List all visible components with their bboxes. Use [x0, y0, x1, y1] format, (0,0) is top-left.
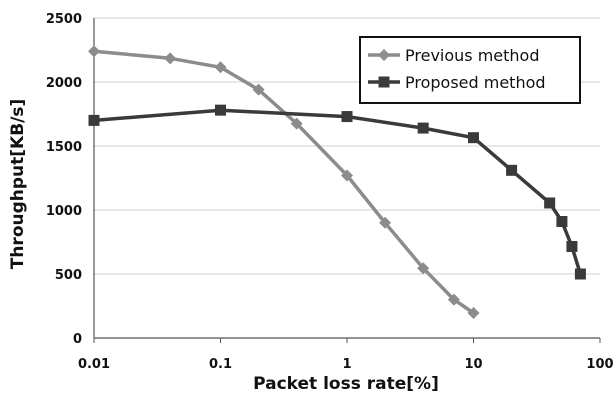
data-point	[417, 262, 430, 275]
legend-marker	[378, 49, 390, 61]
legend: Previous method Proposed method	[359, 36, 581, 104]
data-point	[447, 293, 460, 306]
legend-box	[359, 36, 581, 104]
x-tick-label: 100	[586, 357, 613, 372]
x-axis-label: Packet loss rate[%]	[253, 374, 439, 394]
y-axis-label: Throughput[KB/s]	[8, 99, 28, 270]
legend-label: Previous method	[405, 46, 540, 65]
y-tick-label: 2500	[46, 12, 82, 27]
y-tick-label: 1000	[46, 204, 82, 219]
y-tick-label: 2000	[46, 76, 82, 91]
legend-marker	[378, 76, 390, 88]
series-line	[93, 108, 583, 275]
x-tick-labels: 0.01 0.1 1 10 100	[78, 357, 614, 372]
y-tick-label: 0	[73, 332, 82, 347]
x-tick-label: 0.1	[209, 357, 232, 372]
data-point	[214, 61, 227, 74]
data-point	[506, 164, 518, 176]
y-tick-labels: 0 500 1000 1500 2000 2500	[46, 12, 82, 347]
data-point	[290, 117, 303, 130]
legend-label: Proposed method	[405, 73, 546, 92]
y-tick-label: 500	[55, 268, 82, 283]
data-point	[467, 307, 480, 320]
data-point	[544, 197, 556, 209]
data-point	[379, 216, 392, 229]
data-point	[468, 132, 479, 144]
data-point	[88, 45, 100, 58]
data-point	[574, 268, 586, 280]
data-series	[88, 45, 586, 320]
series-0	[88, 45, 480, 320]
x-tick-label: 0.01	[78, 357, 110, 372]
data-point	[88, 114, 100, 126]
legend-items: Previous method Proposed method	[368, 46, 546, 92]
data-point	[252, 83, 265, 96]
y-tick-label: 1500	[46, 140, 82, 155]
data-point	[164, 52, 177, 65]
data-point	[556, 216, 568, 228]
series-line	[93, 49, 475, 315]
x-tick-label: 1	[342, 357, 351, 372]
data-point	[417, 122, 429, 134]
data-point	[341, 111, 353, 123]
axes	[93, 18, 601, 343]
data-point	[215, 104, 226, 116]
x-tick-label: 10	[464, 357, 482, 372]
data-point	[341, 169, 353, 182]
series-1	[88, 104, 586, 280]
data-point	[566, 240, 578, 252]
